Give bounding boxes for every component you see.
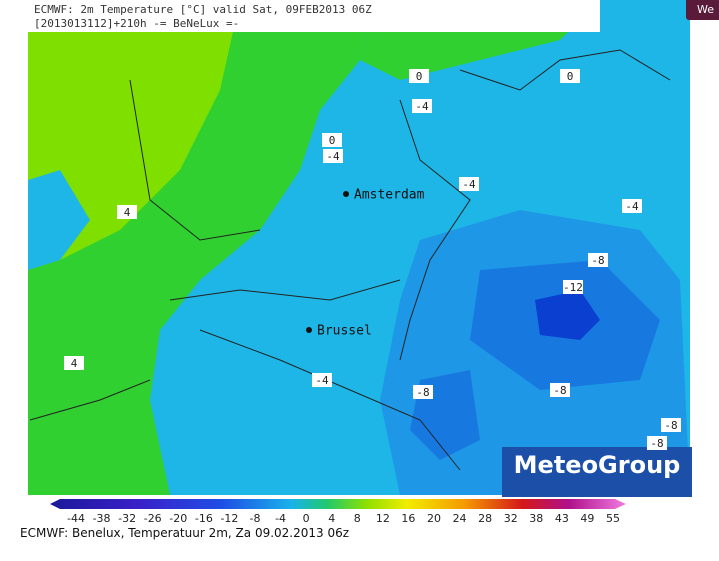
city-label: Amsterdam bbox=[354, 188, 425, 203]
contour-label-box bbox=[459, 177, 479, 191]
colorbar-tick-label: -4 bbox=[275, 512, 286, 525]
tab-label[interactable]: We bbox=[697, 3, 714, 16]
contour-label-box bbox=[647, 436, 667, 450]
contour-label-box bbox=[322, 133, 342, 147]
colorbar-tick-label: 43 bbox=[555, 512, 569, 525]
contour-label: -4 bbox=[326, 150, 340, 163]
colorbar-tick-label: 8 bbox=[354, 512, 361, 525]
contour-label-box bbox=[560, 69, 580, 83]
colorbar-tick-label: 16 bbox=[401, 512, 415, 525]
colorbar-tick-label: 4 bbox=[328, 512, 335, 525]
colorbar bbox=[50, 499, 626, 509]
contour-label: -8 bbox=[664, 419, 677, 432]
contour-label-box bbox=[117, 205, 137, 219]
contour-label-box bbox=[661, 418, 681, 432]
contour-label-box bbox=[64, 356, 84, 370]
colorbar-tick-label: -16 bbox=[195, 512, 213, 525]
contour-label-box bbox=[413, 385, 433, 399]
header-line: ECMWF: 2m Temperature [°C] valid Sat, 09… bbox=[34, 3, 372, 16]
logo: MeteoGroup bbox=[514, 451, 681, 479]
contour-label-box bbox=[323, 149, 343, 163]
contour-label: 4 bbox=[71, 357, 78, 370]
colorbar-tick-label: 32 bbox=[504, 512, 518, 525]
contour-label: -8 bbox=[553, 384, 566, 397]
colorbar-tick-label: -26 bbox=[144, 512, 162, 525]
colorbar-tick-label: 20 bbox=[427, 512, 441, 525]
colorbar-tick-label: 55 bbox=[606, 512, 620, 525]
colorbar-tick-label: -20 bbox=[169, 512, 187, 525]
contour-label-box bbox=[550, 383, 570, 397]
header-line: [2013013112]+210h -= BeNeLux =- bbox=[34, 17, 239, 30]
colorbar-tick-label: -44 bbox=[67, 512, 85, 525]
contour-label: -4 bbox=[625, 200, 639, 213]
colorbar-tick-label: -8 bbox=[250, 512, 261, 525]
colorbar-tick-label: 38 bbox=[529, 512, 543, 525]
contour-label-box bbox=[588, 253, 608, 267]
colorbar-tick-label: -38 bbox=[93, 512, 111, 525]
city-label: Brussel bbox=[317, 324, 372, 339]
colorbar-tick-label: 0 bbox=[303, 512, 310, 525]
header-box bbox=[28, 0, 600, 32]
contour-label-box bbox=[409, 69, 429, 83]
city-dot bbox=[306, 327, 312, 333]
contour-label-box bbox=[412, 99, 432, 113]
colorbar-tick-label: -32 bbox=[118, 512, 136, 525]
colorbar-tick-label: 24 bbox=[453, 512, 467, 525]
contour-label: 0 bbox=[416, 70, 423, 83]
contour-label: -8 bbox=[591, 254, 604, 267]
contour-label: -12 bbox=[563, 281, 583, 294]
contour-label: 4 bbox=[124, 206, 131, 219]
colorbar-tick-label: 12 bbox=[376, 512, 390, 525]
map bbox=[28, 0, 690, 495]
contour-label: -4 bbox=[315, 374, 329, 387]
contour-label-box bbox=[312, 373, 332, 387]
colorbar-tick-label: -12 bbox=[220, 512, 238, 525]
contour-label-box bbox=[622, 199, 642, 213]
contour-label: 0 bbox=[329, 134, 336, 147]
logo-box bbox=[502, 447, 692, 497]
city-dot bbox=[343, 191, 349, 197]
contour-label: 0 bbox=[567, 70, 574, 83]
contour-label: -4 bbox=[462, 178, 476, 191]
contour-label: -8 bbox=[650, 437, 663, 450]
colorbar-tick-label: 49 bbox=[580, 512, 594, 525]
caption: ECMWF: Benelux, Temperatuur 2m, Za 09.02… bbox=[20, 526, 349, 540]
contour-label-box bbox=[563, 280, 583, 294]
tab[interactable] bbox=[686, 0, 719, 20]
contour-label: -8 bbox=[416, 386, 429, 399]
colorbar-tick-label: 28 bbox=[478, 512, 492, 525]
contour-label: -4 bbox=[415, 100, 429, 113]
